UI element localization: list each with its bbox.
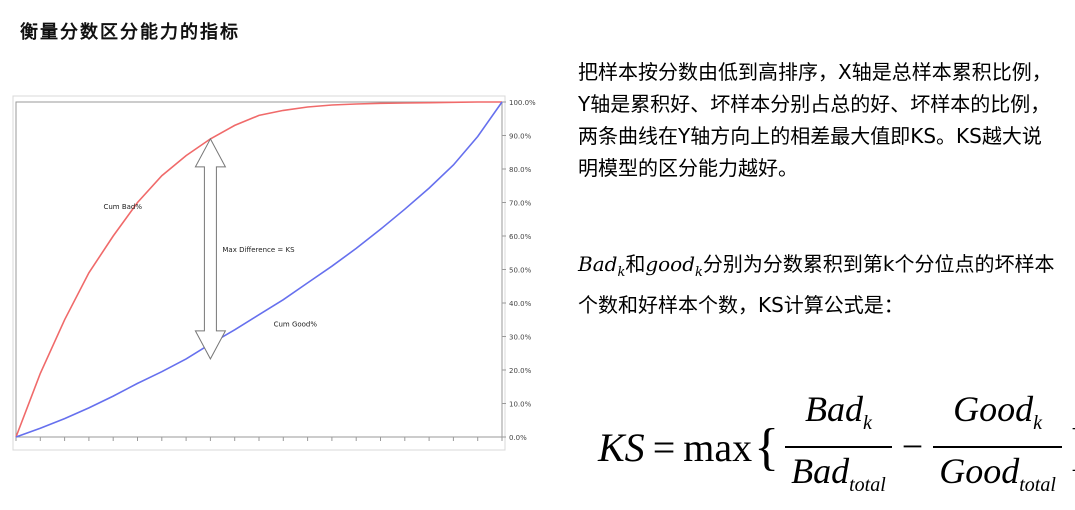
y-tick-label: 60.0%: [509, 233, 532, 241]
formula-right-brace: }: [1068, 418, 1075, 477]
formula-good-denominator: Goodtotal: [933, 448, 1062, 508]
formula-max: max: [683, 424, 753, 470]
fraction-bar: [785, 446, 892, 448]
ks-double-arrow: [194, 137, 227, 360]
good-symbol-text: good: [645, 252, 696, 276]
den2-text: Good: [939, 451, 1020, 491]
y-tick-label: 80.0%: [509, 166, 532, 174]
ks-annotation-label: Max Difference = KS: [222, 246, 295, 254]
formula-ks: KS: [598, 424, 645, 470]
page-title: 衡量分数区分能力的指标: [20, 22, 240, 43]
num2-sub: k: [1033, 412, 1042, 434]
bad-k-subscript: k: [617, 265, 626, 280]
conjunction-text: 和: [625, 252, 646, 276]
num1-sub: k: [862, 412, 872, 434]
chart-border: [12, 95, 506, 451]
ks-chart: 0.0% 10.0% 20.0% 30.0% 40.0% 50.0% 60.0% 70.0% 8…: [12, 95, 552, 453]
y-tick-label: 30.0%: [509, 334, 532, 342]
den2-sub: total: [1019, 474, 1056, 497]
y-tick-label: 50.0%: [509, 267, 532, 275]
bad-symbol-text: Bad: [578, 252, 618, 276]
bad-k-symbol: Badk: [578, 252, 625, 280]
y-tick-label: 20.0%: [509, 367, 532, 375]
num1-text: Bad: [804, 388, 863, 429]
ks-chart-svg: 0.0% 10.0% 20.0% 30.0% 40.0% 50.0% 60.0% 70.0% 8…: [12, 95, 536, 451]
good-k-subscript: k: [695, 265, 703, 280]
formula-good-fraction: Goodk Goodtotal: [933, 386, 1062, 508]
y-tick-label: 0.0%: [509, 434, 527, 442]
num2-text: Good: [953, 388, 1034, 429]
formula-left-brace: {: [754, 418, 780, 476]
formula-bad-fraction: Badk Badtotal: [785, 386, 892, 508]
variable-definition: Badk和goodk分别为分数累积到第k个分位点的坏样本个数和好样本个数，KS计…: [578, 248, 1058, 321]
formula-minus: −: [901, 426, 924, 468]
formula-equals: =: [652, 424, 676, 470]
y-tick-label: 70.0%: [509, 200, 532, 208]
den1-sub: total: [849, 474, 886, 497]
plot-frame: [15, 101, 503, 438]
y-tick-label: 90.0%: [509, 133, 532, 141]
definition-rest-text: 分别为分数累积到第k个分位点的坏样本个数和好样本个数，KS计算公式是：: [578, 252, 1055, 317]
ks-formula: KS = max { Badk Badtotal − Goodk Goodtot…: [598, 389, 1075, 502]
series-label-cum-bad: Cum Bad%: [103, 203, 142, 211]
formula-bad-numerator: Badk: [799, 386, 878, 446]
series-label-cum-good: Cum Good%: [274, 320, 318, 328]
formula-good-numerator: Goodk: [947, 386, 1048, 446]
series-line-cum-good: [15, 101, 503, 438]
formula-bad-denominator: Badtotal: [785, 448, 892, 508]
fraction-bar: [933, 446, 1062, 448]
y-tick-label: 100.0%: [509, 99, 536, 107]
series-line-cum-bad: [15, 101, 502, 438]
y-tick-label: 10.0%: [509, 401, 532, 409]
den1-text: Bad: [791, 451, 850, 491]
good-k-symbol: goodk: [645, 252, 703, 280]
description-text: 把样本按分数由低到高排序，X轴是总样本累积比例，Y轴是累积好、坏样本分别占总的好…: [578, 60, 1052, 180]
y-tick-label: 40.0%: [509, 300, 532, 308]
